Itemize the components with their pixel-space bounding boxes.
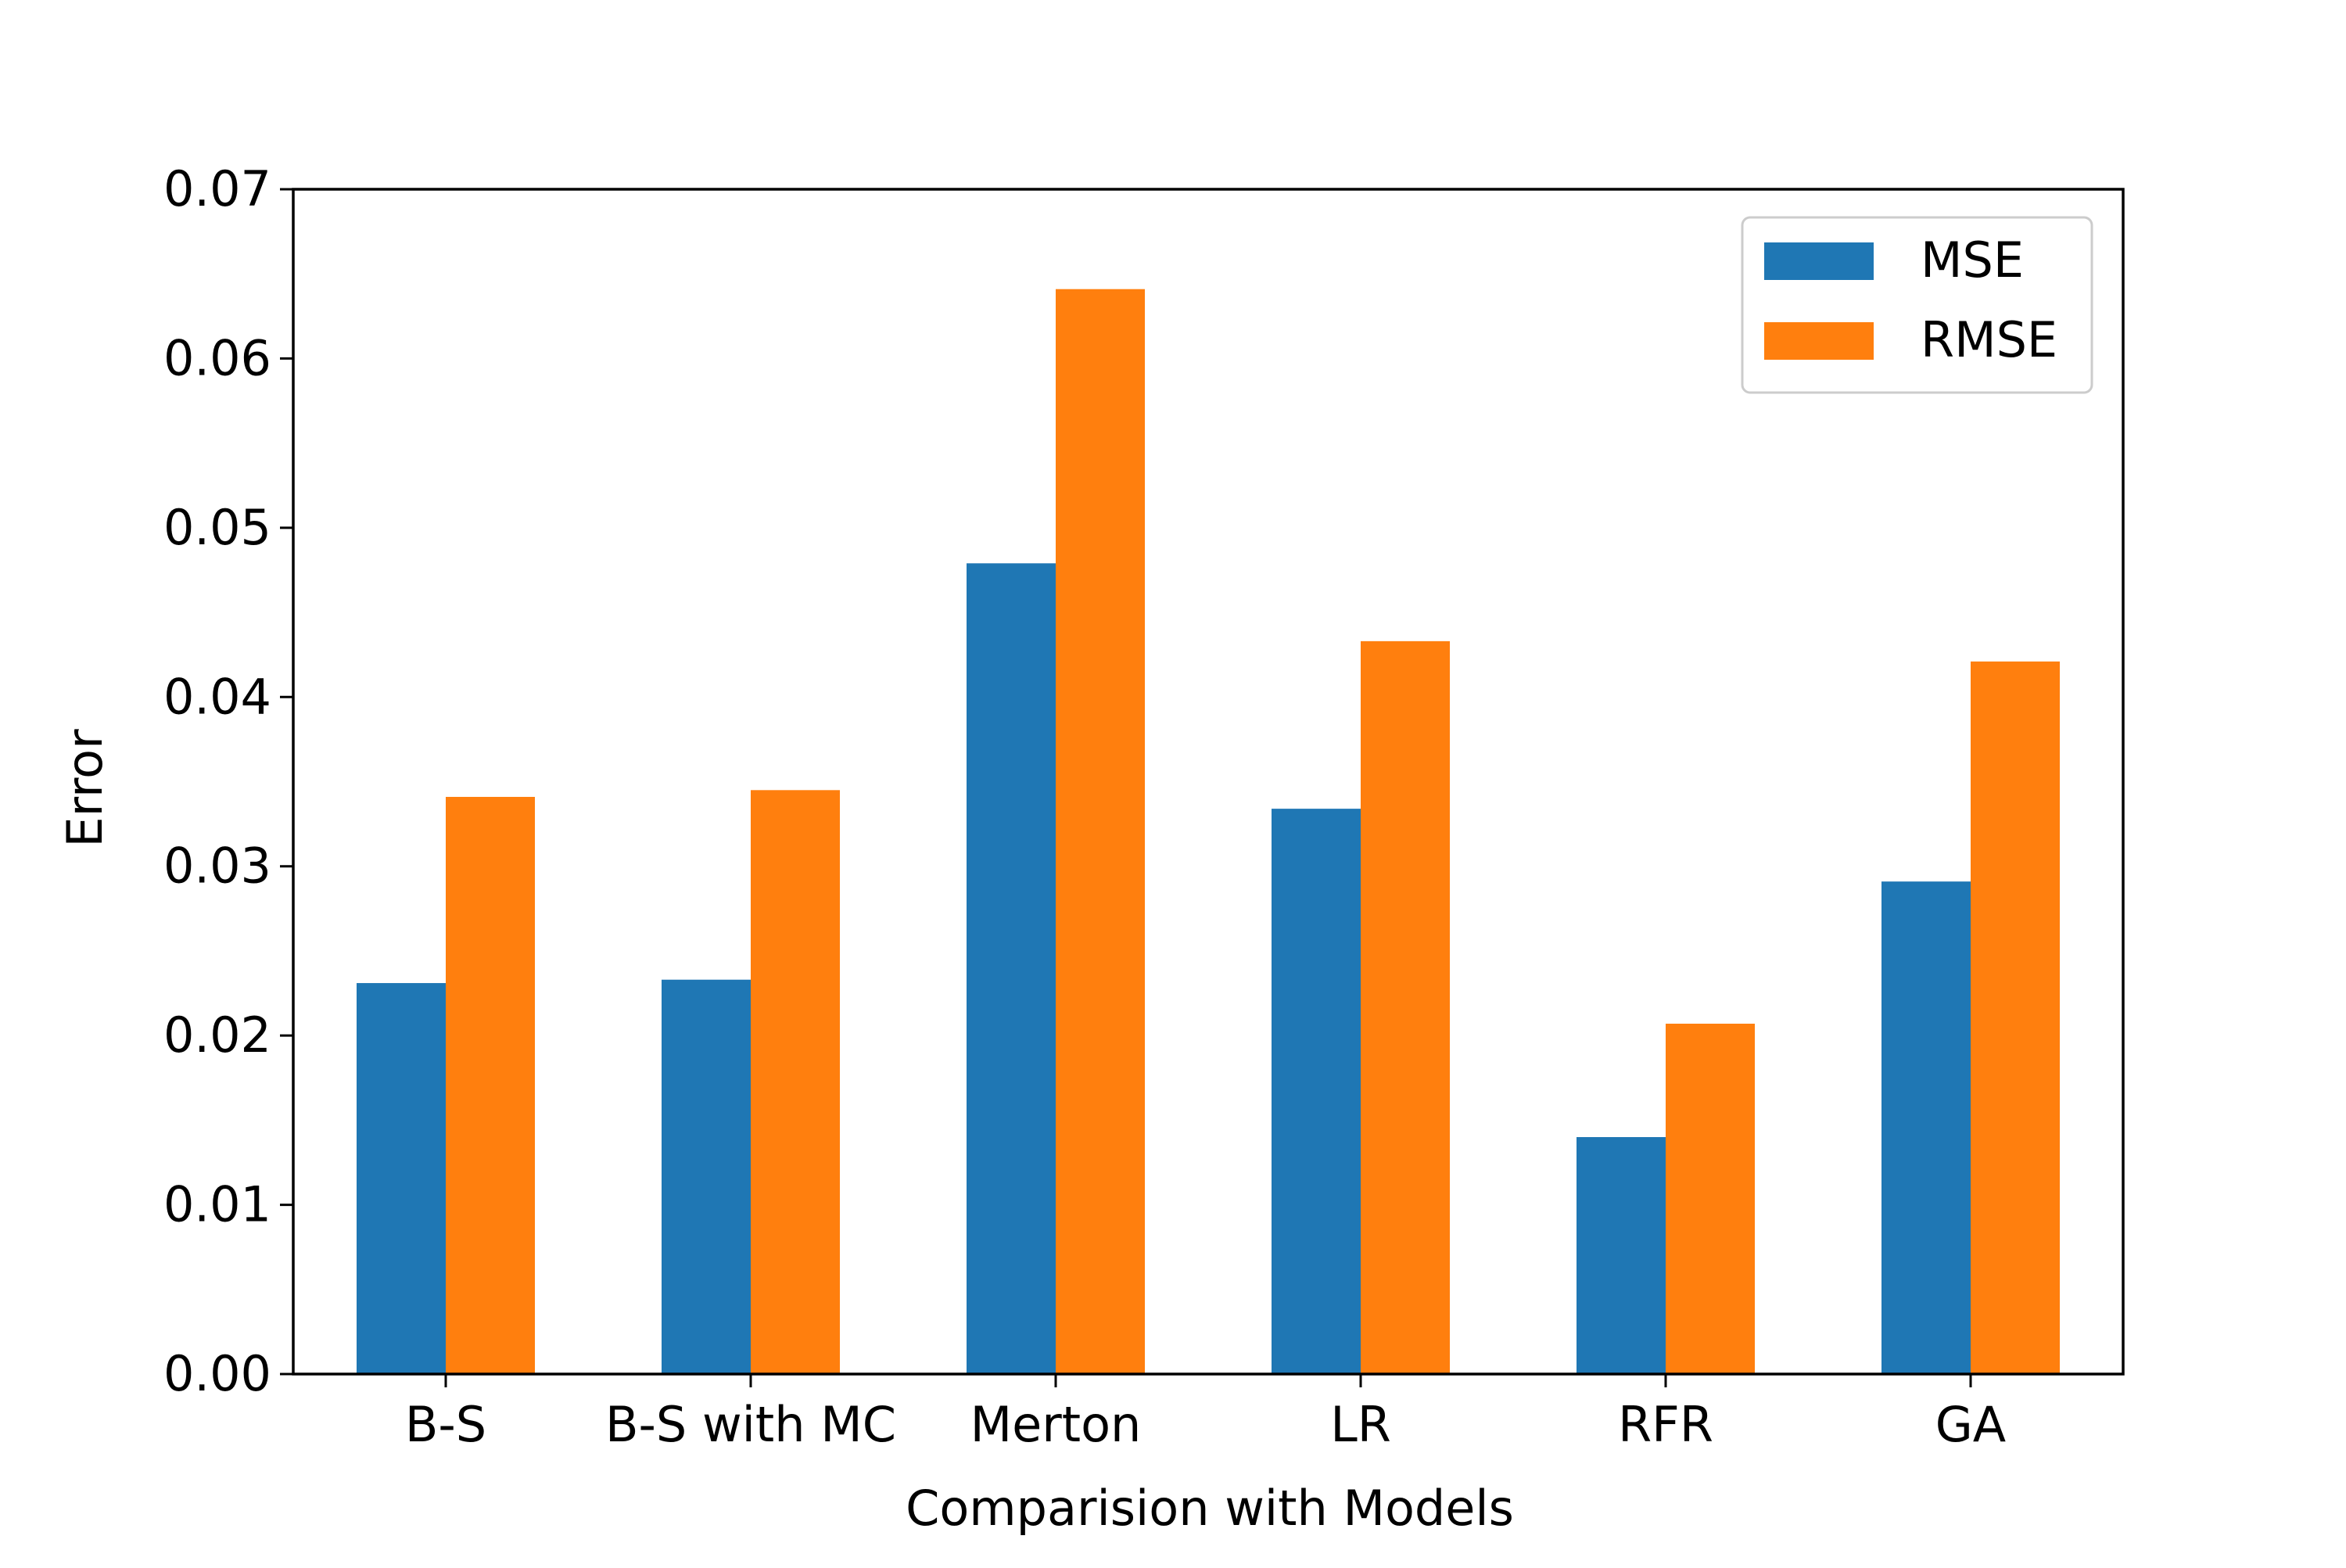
bar-rmse-b-s bbox=[446, 796, 535, 1374]
y-axis-label: Error bbox=[56, 729, 113, 848]
bar-rmse-ga bbox=[1971, 661, 2060, 1374]
y-tick-label: 0.01 bbox=[163, 1176, 271, 1233]
bar-mse-b-s-with-mc bbox=[662, 979, 751, 1374]
bar-mse-lr bbox=[1272, 809, 1361, 1374]
bar-rmse-rfr bbox=[1666, 1023, 1755, 1374]
bar-mse-rfr bbox=[1577, 1137, 1666, 1374]
y-tick-label: 0.05 bbox=[163, 499, 271, 556]
x-tick-label: RFR bbox=[1618, 1396, 1713, 1453]
axes-layer: 0.00 0.01 0.02 0.03 0.04 0.05 0.06 0.07 B-S B-S w… bbox=[163, 160, 2125, 1453]
x-tick-label: GA bbox=[1935, 1396, 2006, 1453]
bar-mse-merton bbox=[967, 563, 1056, 1374]
x-tick-label: LR bbox=[1330, 1396, 1391, 1453]
x-tick-label: B-S with MC bbox=[605, 1396, 896, 1453]
bar-mse-ga bbox=[1881, 881, 1971, 1374]
y-tick-label: 0.06 bbox=[163, 329, 271, 386]
y-tick-label: 0.02 bbox=[163, 1006, 271, 1064]
y-tick-label: 0.07 bbox=[163, 160, 271, 217]
y-tick-label: 0.04 bbox=[163, 668, 271, 725]
legend: MSE RMSE bbox=[1741, 216, 2093, 394]
bar-rmse-merton bbox=[1056, 289, 1145, 1374]
y-tick-label: 0.00 bbox=[163, 1345, 271, 1402]
plot-frame bbox=[292, 188, 2125, 1376]
x-tick-label: Merton bbox=[970, 1396, 1142, 1453]
legend-swatch-rmse bbox=[1764, 322, 1874, 360]
bars-layer bbox=[357, 289, 2060, 1374]
bar-rmse-lr bbox=[1361, 640, 1450, 1374]
legend-swatch-mse bbox=[1764, 242, 1874, 280]
x-tick-label: B-S bbox=[405, 1396, 486, 1453]
x-axis-label: Comparision with Models bbox=[906, 1480, 1514, 1537]
bar-rmse-b-s-with-mc bbox=[751, 790, 840, 1374]
y-tick-label: 0.03 bbox=[163, 838, 271, 895]
legend-label-mse: MSE bbox=[1921, 231, 2024, 289]
legend-label-rmse: RMSE bbox=[1921, 311, 2057, 368]
bar-mse-b-s bbox=[357, 983, 446, 1374]
